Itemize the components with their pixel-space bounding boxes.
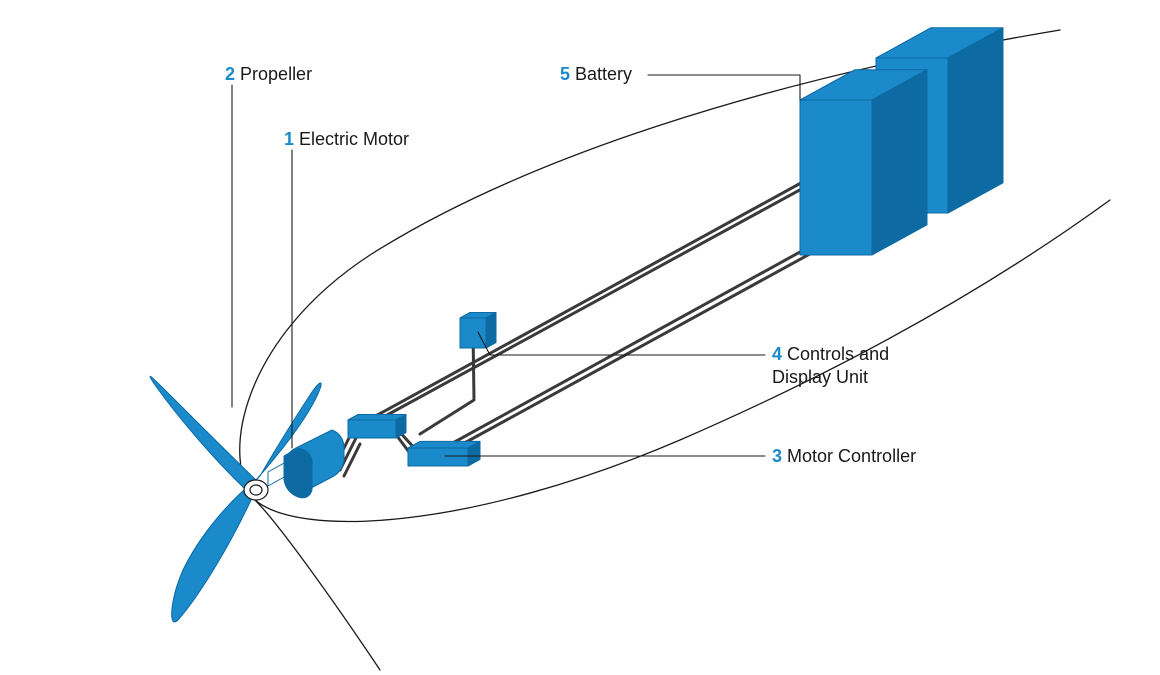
label-text: Electric Motor bbox=[299, 129, 409, 149]
propeller-group bbox=[150, 376, 321, 622]
label-number: 2 bbox=[225, 64, 235, 84]
label-text: Propeller bbox=[240, 64, 312, 84]
label-number: 3 bbox=[772, 446, 782, 466]
cable-group bbox=[336, 114, 850, 476]
component-group bbox=[348, 28, 1003, 466]
label-text: Motor Controller bbox=[787, 446, 916, 466]
label-number: 4 bbox=[772, 344, 782, 364]
label-text: Battery bbox=[575, 64, 632, 84]
label-controls-display-unit: 4 Controls and Display Unit bbox=[772, 343, 932, 390]
label-battery: 5 Battery bbox=[560, 63, 632, 86]
label-motor-controller: 3 Motor Controller bbox=[772, 445, 916, 468]
electric-motor bbox=[268, 430, 344, 498]
label-number: 5 bbox=[560, 64, 570, 84]
label-propeller: 2 Propeller bbox=[225, 63, 312, 86]
label-text: Controls and Display Unit bbox=[772, 344, 889, 387]
label-electric-motor: 1 Electric Motor bbox=[284, 128, 409, 151]
label-number: 1 bbox=[284, 129, 294, 149]
aircraft-electric-propulsion-diagram bbox=[0, 0, 1160, 675]
